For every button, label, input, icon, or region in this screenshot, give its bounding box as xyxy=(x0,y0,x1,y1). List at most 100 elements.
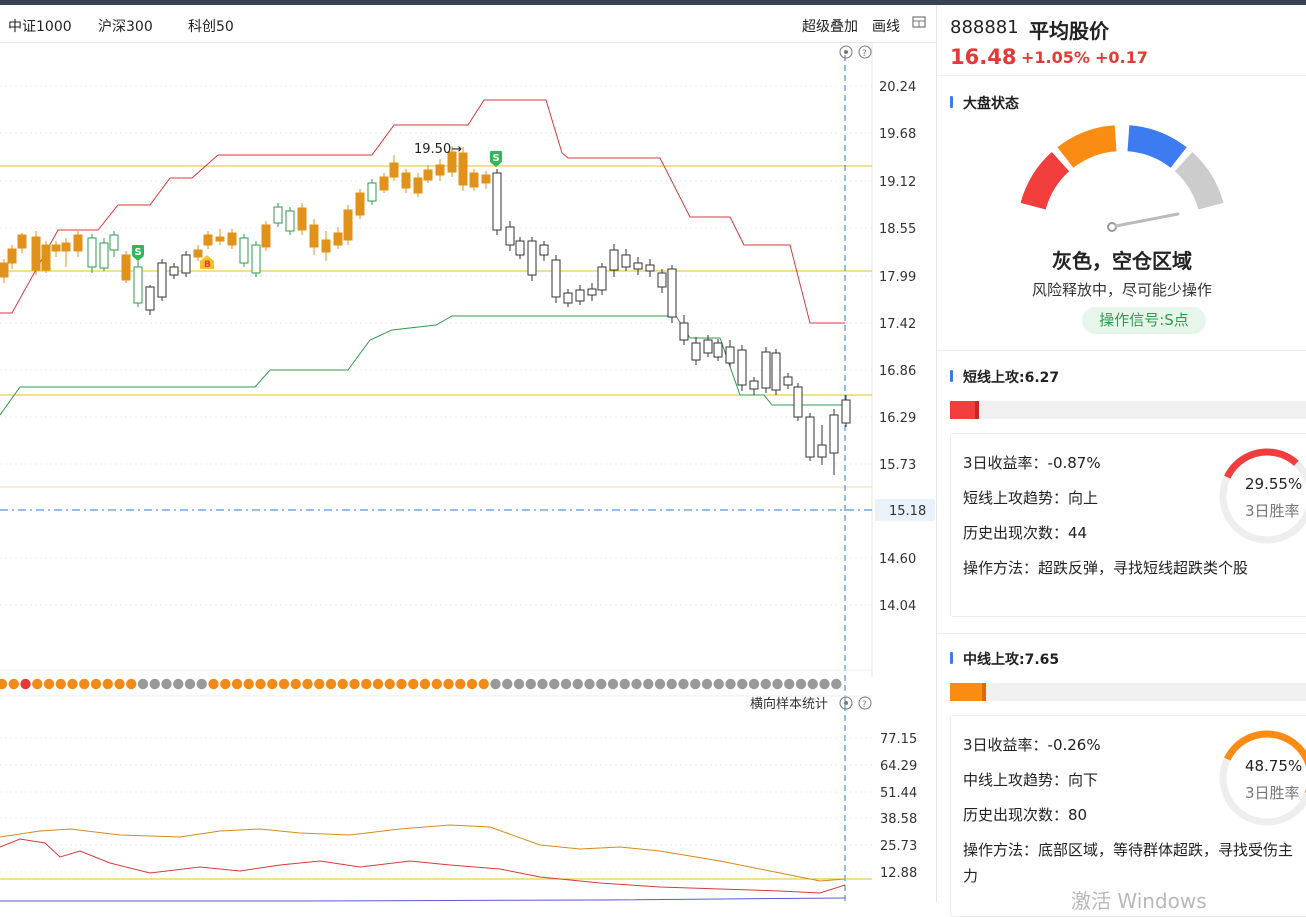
status-dot xyxy=(466,678,478,690)
status-dot xyxy=(455,678,466,690)
status-dot xyxy=(43,678,55,690)
section-marker xyxy=(950,370,953,382)
candle-body xyxy=(169,266,179,276)
status-dot xyxy=(79,678,90,690)
overlay-button[interactable]: 超级叠加 xyxy=(802,19,858,35)
ring-progress xyxy=(1219,730,1306,826)
index-code: 888881 xyxy=(950,17,1019,38)
candle-body xyxy=(17,234,27,249)
status-dot xyxy=(560,678,572,690)
candle-body xyxy=(841,399,851,424)
short-attack-card: 3日收益率：-0.87% 短线上攻趋势：向上 历史出现次数：44 操作方法：超跌… xyxy=(950,433,1306,617)
upper-band-line xyxy=(0,99,845,324)
status-dot xyxy=(114,678,125,690)
gauge-segment xyxy=(1057,125,1117,169)
status-dot xyxy=(220,678,231,690)
candle-body xyxy=(679,322,689,341)
status-dot xyxy=(267,678,278,690)
draw-button[interactable]: 画线 xyxy=(872,19,900,35)
candle-body xyxy=(423,169,433,181)
status-dot xyxy=(643,678,654,690)
short-attack-title: 短线上攻:6.27 xyxy=(963,370,1060,386)
tab-star50[interactable]: 科创50 xyxy=(188,19,234,35)
status-dot xyxy=(443,678,454,690)
status-dot xyxy=(384,678,395,690)
divider xyxy=(937,350,1306,351)
mid-method-cont: 力 xyxy=(963,867,979,885)
status-dot xyxy=(361,678,372,690)
candle-body xyxy=(251,244,261,274)
candle-body xyxy=(621,254,631,268)
status-dot xyxy=(572,678,583,690)
status-dot xyxy=(196,678,207,690)
candle-body xyxy=(771,352,781,391)
sell-signal-marker-pointer xyxy=(490,162,502,167)
market-status: 灰色，空仓区域 xyxy=(1052,249,1192,273)
candle-body xyxy=(657,272,667,288)
grid-layout-icon[interactable] xyxy=(912,15,926,33)
status-dot xyxy=(55,678,66,690)
window-top-strip xyxy=(0,0,1306,5)
candle-body xyxy=(7,248,17,264)
status-dot xyxy=(243,678,254,690)
gauge-segment xyxy=(1127,125,1187,169)
high-price-annotation: 19.50→ xyxy=(414,142,462,157)
help-icon xyxy=(858,45,872,59)
status-dot xyxy=(737,678,748,690)
index-price: 16.48 xyxy=(950,45,1017,69)
settings-icon-dot xyxy=(844,50,848,54)
candle-body xyxy=(691,342,701,361)
candle-body xyxy=(817,444,827,458)
status-dot xyxy=(666,678,677,690)
status-dot xyxy=(349,678,360,690)
status-dot xyxy=(408,678,419,690)
buy-signal-marker xyxy=(200,255,214,269)
status-dot xyxy=(419,678,431,690)
gauge-needle xyxy=(1114,212,1180,228)
short-occurrences: 历史出现次数：44 xyxy=(963,524,1088,542)
status-dot xyxy=(807,678,818,690)
status-dot xyxy=(748,678,760,690)
tab-csi300[interactable]: 沪深300 xyxy=(98,19,153,35)
candle-body xyxy=(87,237,97,268)
status-dot xyxy=(126,678,137,690)
sell-signal-marker-pointer xyxy=(132,256,144,261)
y-tick-label: 17.42 xyxy=(879,317,916,332)
candle-body xyxy=(447,151,457,173)
candle-body xyxy=(239,237,249,264)
short-win-rate-ring xyxy=(1219,448,1306,544)
status-dot xyxy=(713,678,724,690)
candle-body xyxy=(597,266,607,291)
candle-body xyxy=(0,262,9,278)
status-dot xyxy=(584,678,595,690)
status-dot xyxy=(490,678,501,690)
info-panel: 888881 平均股价 16.48 +1.05% +0.17 大盘状态 灰色，空… xyxy=(936,5,1306,917)
market-state-title: 大盘状态 xyxy=(963,96,1019,112)
kline-chart[interactable]: 20.24 19.68 19.12 18.55 17.99 17.42 16.86 16.29… xyxy=(0,5,936,902)
market-gauge xyxy=(1020,125,1224,232)
status-dot xyxy=(337,678,348,690)
short-return-3d: 3日收益率：-0.87% xyxy=(963,454,1101,472)
section-marker xyxy=(950,96,953,108)
candle-body xyxy=(309,224,319,248)
mid-return-3d: 3日收益率：-0.26% xyxy=(963,736,1101,754)
tab-csi1000[interactable]: 中证1000 xyxy=(8,19,72,35)
candle-body xyxy=(343,209,353,241)
candle-body xyxy=(99,242,109,269)
status-dot xyxy=(760,678,771,690)
candle-body xyxy=(539,244,549,256)
y-tick-label: 64.29 xyxy=(880,759,917,774)
candle-body xyxy=(713,342,723,358)
lower-band-line xyxy=(0,315,845,416)
status-dot xyxy=(631,678,642,690)
status-dot xyxy=(302,678,313,690)
y-tick-label: 77.15 xyxy=(880,732,917,747)
short-attack-progress-fill xyxy=(950,401,979,419)
status-dot xyxy=(314,678,325,690)
candle-body xyxy=(297,207,307,231)
buy-signal-marker-label: B xyxy=(204,260,211,270)
status-dot xyxy=(32,678,43,690)
current-price-tag: 15.18 xyxy=(889,504,926,519)
candle-body xyxy=(401,172,411,189)
candle-body xyxy=(469,172,479,188)
